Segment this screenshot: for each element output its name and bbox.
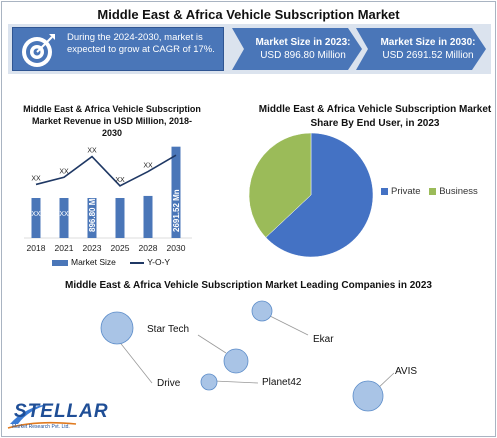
label-planet42: Planet42 <box>262 377 302 388</box>
legend-business-swatch <box>429 187 437 195</box>
label-star-tech: Star Tech <box>147 324 190 335</box>
legend-line-swatch <box>130 261 145 264</box>
legend-yoy: Y-O-Y <box>147 257 171 267</box>
revenue-chart-title: Middle East & Africa Vehicle Subscriptio… <box>23 104 201 138</box>
yoy-label-2028: XX <box>143 163 153 170</box>
bar-2018 <box>31 198 41 238</box>
legend-market-size: Market Size <box>71 257 116 267</box>
revenue-bar-chart: 2018 XX 2021 XX 2023 896.80 Mn 2025 2028 2030 269… <box>24 146 192 253</box>
cagr-box: During the 2024-2030, market is expected… <box>12 27 224 71</box>
bar-label-2030: 2691.52 Mn <box>172 189 181 232</box>
bar-label-2018: XX <box>31 211 41 218</box>
legend-private: Private <box>391 186 421 197</box>
companies-chart-title: Middle East & Africa Vehicle Subscriptio… <box>65 280 432 291</box>
bubble-star-tech <box>223 348 249 374</box>
connector-ekar <box>267 314 309 336</box>
tick-2028: 2028 <box>139 243 158 253</box>
tick-2018: 2018 <box>27 243 46 253</box>
size-2030-label: Market Size in 2030: <box>380 37 476 48</box>
yoy-label-2025: XX <box>115 177 125 184</box>
tick-2030: 2030 <box>167 243 186 253</box>
size-2023-card: Market Size in 2023: USD 896.80 Million <box>248 36 358 62</box>
bar-2025 <box>115 198 125 238</box>
size-2030-arrow <box>356 28 486 70</box>
yoy-label-2021: XX <box>59 168 69 175</box>
connector-drive <box>117 339 153 384</box>
bar-2023 <box>87 198 97 238</box>
revenue-legend: Market Size Y-O-Y <box>52 257 170 267</box>
tick-2025: 2025 <box>111 243 130 253</box>
tick-2021: 2021 <box>55 243 74 253</box>
stellar-logo-subtitle: Market Research Pvt. Ltd. <box>12 424 70 430</box>
stellar-logo: STELLAR <box>14 401 109 422</box>
size-2030-card: Market Size in 2030: USD 2691.52 Million <box>372 36 484 62</box>
companies-bubble-chart <box>100 300 395 412</box>
bubble-planet42 <box>200 373 218 391</box>
bubble-avis <box>352 380 384 412</box>
tick-2023: 2023 <box>83 243 102 253</box>
yoy-label-2018: XX <box>31 175 41 182</box>
bubble-ekar <box>251 300 273 322</box>
page-title: Middle East & Africa Vehicle Subscriptio… <box>97 7 400 22</box>
yoy-label-2023: XX <box>87 148 97 155</box>
yoy-line <box>35 154 177 187</box>
label-ekar: Ekar <box>313 334 334 345</box>
bar-label-2021: XX <box>59 211 69 218</box>
cagr-text: During the 2024-2030, market is expected… <box>67 32 215 55</box>
bar-2021 <box>59 198 69 238</box>
bar-label-2023: 896.80 Mn <box>88 194 97 232</box>
legend-bar-swatch <box>52 259 68 266</box>
stellar-logo-swoosh <box>7 404 77 429</box>
connector-planet42 <box>213 380 259 384</box>
bar-2028 <box>143 195 153 238</box>
label-avis: AVIS <box>395 366 418 377</box>
pie-legend: Private Business <box>381 186 478 197</box>
size-2023-arrow <box>232 28 362 70</box>
size-2023-value: USD 896.80 Million <box>260 50 346 61</box>
legend-business: Business <box>439 186 478 197</box>
label-drive: Drive <box>157 378 181 389</box>
connector-star-tech <box>197 334 227 354</box>
size-2023-label: Market Size in 2023: <box>255 37 351 48</box>
bubble-drive <box>100 311 134 345</box>
pie-chart-title: Middle East & Africa Vehicle Subscriptio… <box>258 104 492 129</box>
slice-private <box>265 132 374 258</box>
bar-2030 <box>171 146 181 238</box>
slice-business <box>248 132 312 238</box>
size-2030-value: USD 2691.52 Million <box>382 50 474 61</box>
legend-private-swatch <box>381 187 388 195</box>
target-icon <box>22 34 55 67</box>
end-user-pie-chart <box>248 132 374 258</box>
